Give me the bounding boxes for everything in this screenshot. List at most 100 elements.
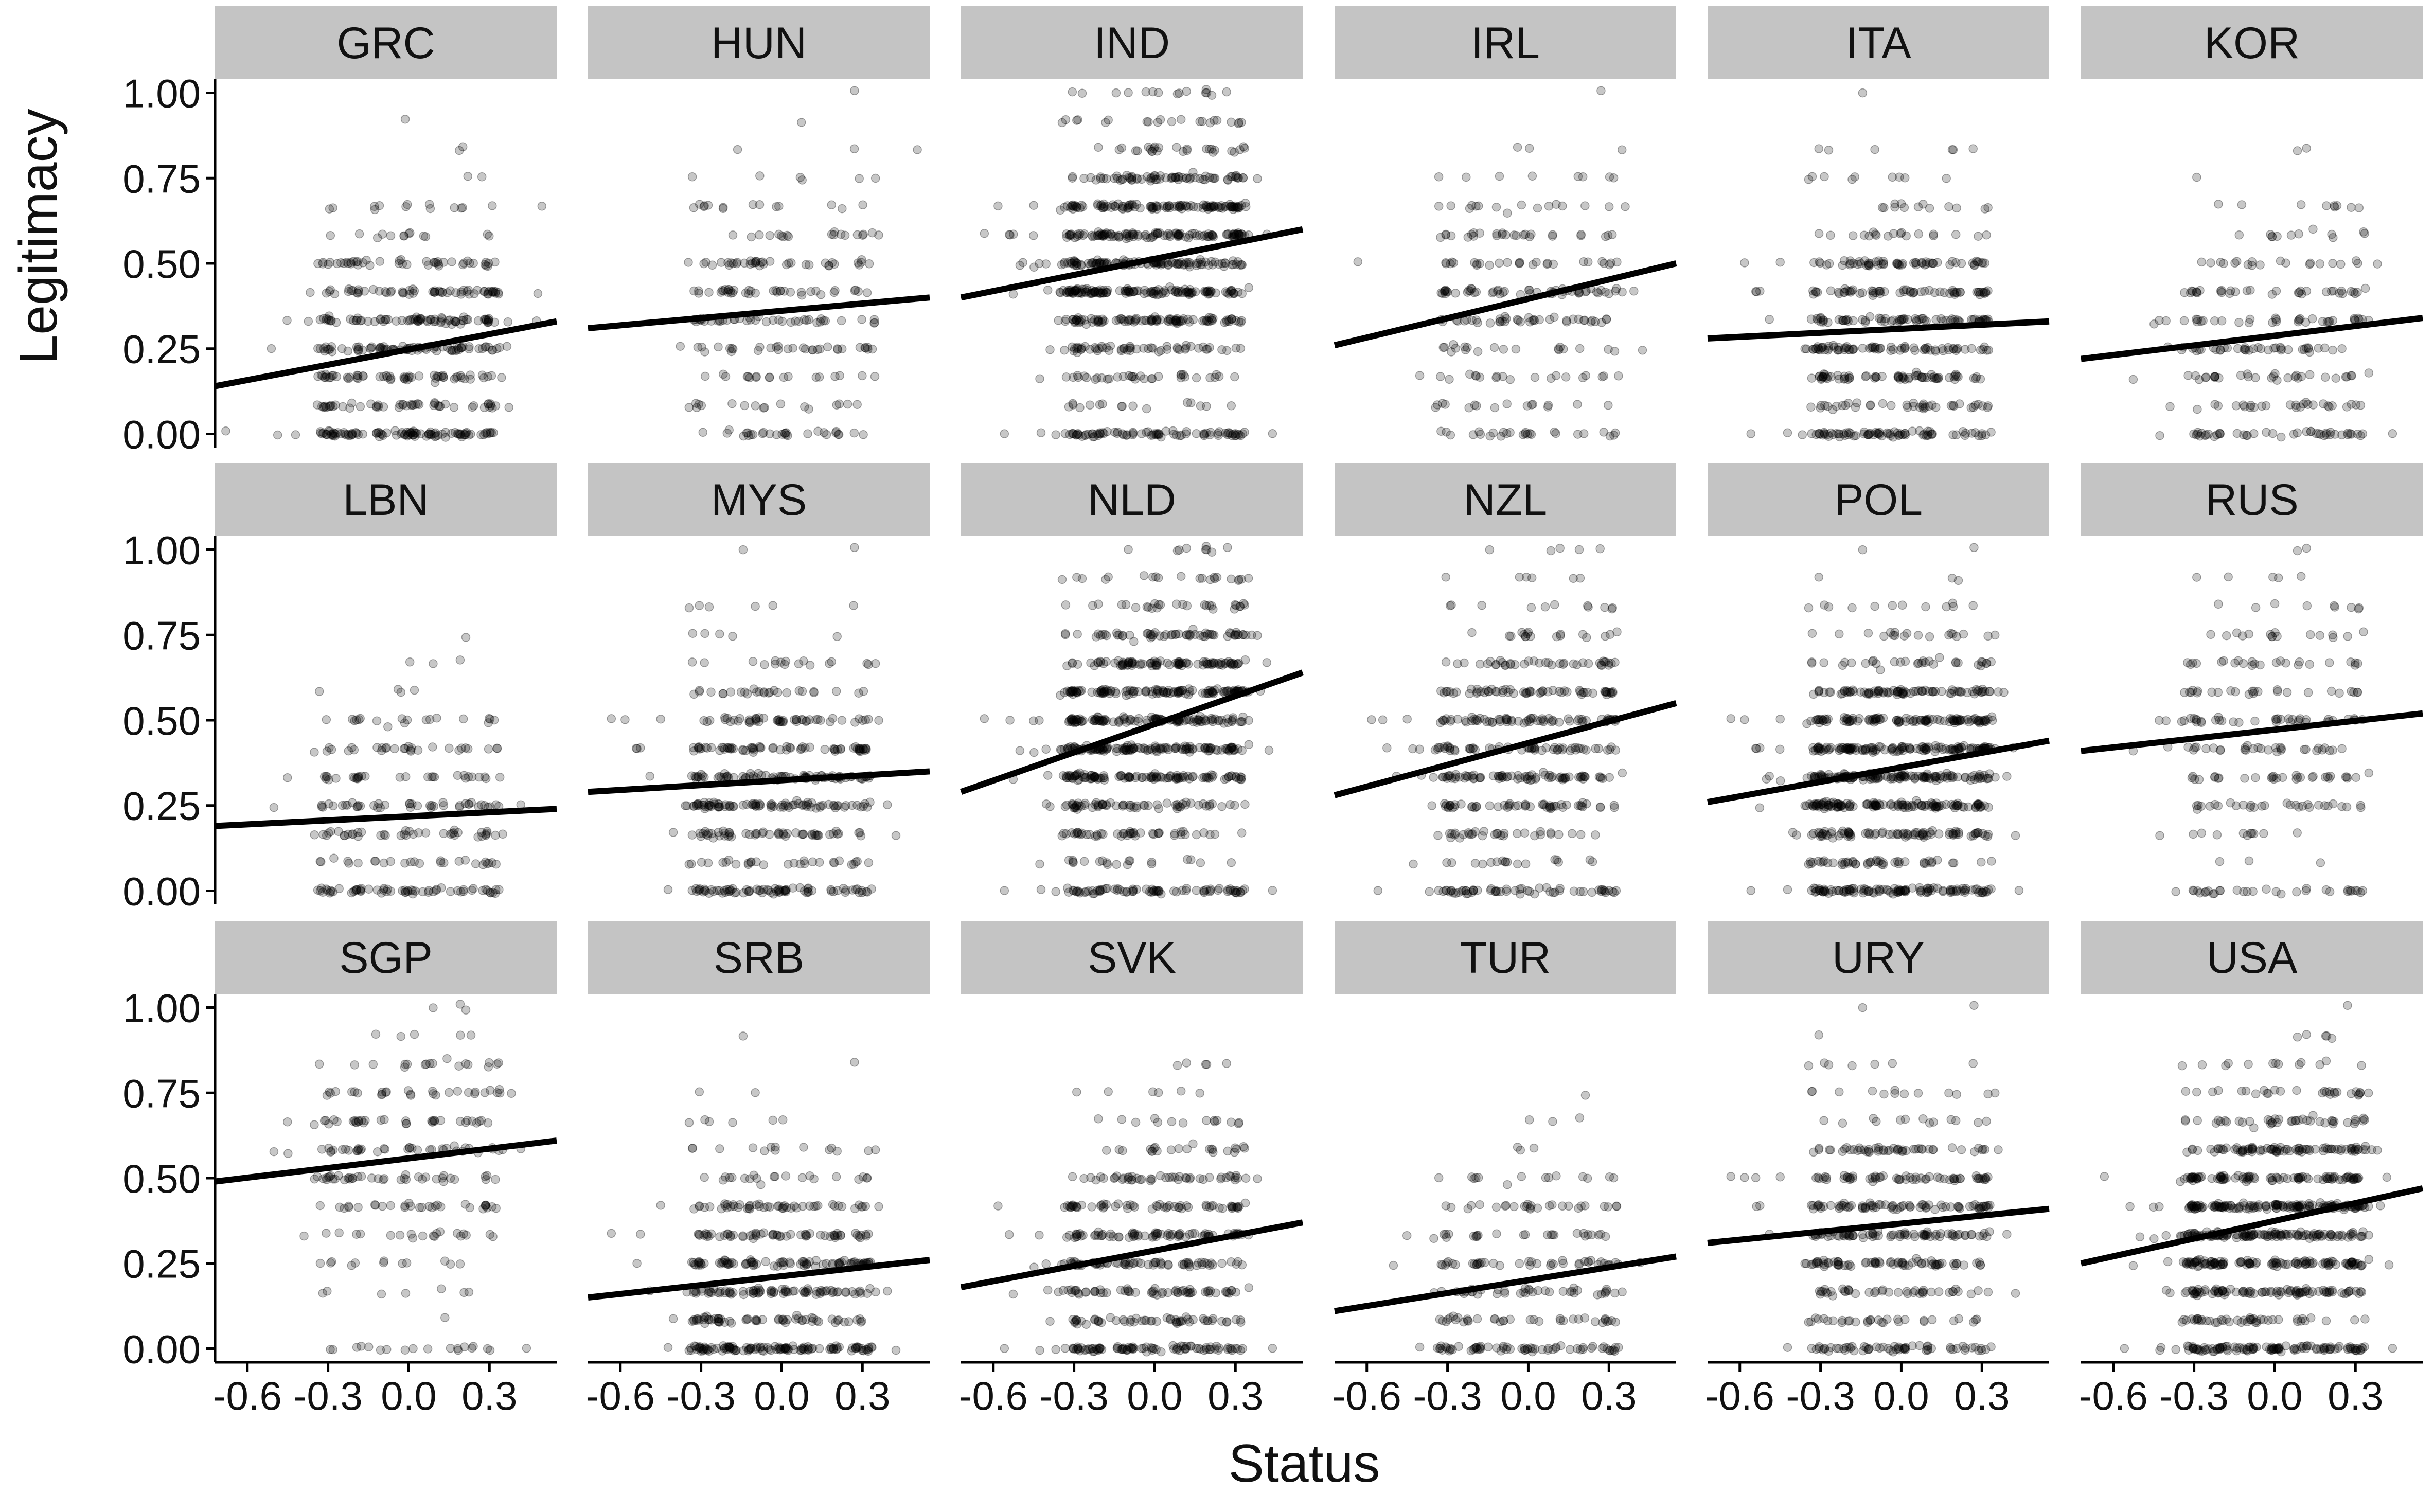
data-point — [1922, 258, 1930, 266]
data-point — [1060, 346, 1069, 354]
data-point — [380, 317, 388, 326]
point-cloud — [2129, 144, 2396, 441]
data-point — [396, 773, 404, 781]
data-point — [1113, 172, 1121, 180]
data-point — [1614, 372, 1623, 380]
data-point — [1099, 830, 1107, 839]
data-point — [1144, 345, 1152, 353]
data-point — [1503, 773, 1511, 781]
data-point — [830, 802, 839, 810]
data-point — [488, 404, 496, 412]
data-point — [306, 289, 314, 297]
data-point — [1143, 630, 1151, 638]
data-point — [1204, 747, 1213, 755]
data-point — [1436, 372, 1445, 381]
data-point — [1172, 773, 1180, 781]
data-point — [1064, 259, 1072, 267]
data-point — [795, 687, 803, 695]
data-point — [354, 832, 362, 841]
data-point — [1525, 144, 1534, 152]
data-point — [1900, 288, 1908, 296]
data-point — [373, 717, 381, 725]
data-point — [376, 373, 384, 381]
data-point — [1931, 289, 1939, 297]
data-point — [1961, 431, 1969, 439]
data-point — [1545, 771, 1554, 779]
data-point — [1814, 288, 1822, 296]
data-point — [498, 373, 506, 382]
data-point — [1928, 430, 1936, 438]
data-point — [1210, 660, 1218, 668]
fit-line — [1335, 263, 1676, 345]
data-point — [1130, 372, 1138, 381]
data-point — [373, 886, 381, 894]
data-point — [1139, 660, 1147, 668]
data-point — [1815, 145, 1823, 153]
y-tick-label: 1.00 — [122, 528, 201, 573]
data-point — [853, 400, 861, 408]
data-point — [1866, 429, 1874, 437]
data-point — [685, 604, 694, 612]
data-point — [2373, 260, 2382, 268]
data-point — [759, 404, 768, 412]
data-point — [2213, 431, 2221, 439]
data-point — [1098, 204, 1107, 212]
data-point — [2192, 288, 2200, 296]
data-point — [1126, 857, 1134, 865]
data-point — [1973, 258, 1981, 266]
data-point — [794, 799, 803, 808]
facet-strip-label: LBN — [343, 475, 429, 525]
data-point — [407, 744, 416, 752]
data-point — [1205, 344, 1214, 352]
data-point — [1196, 117, 1204, 126]
data-point — [1765, 315, 1773, 324]
data-point — [875, 716, 883, 724]
data-point — [1529, 261, 1537, 269]
data-point — [1512, 345, 1520, 353]
data-point — [863, 289, 872, 297]
data-point — [376, 344, 384, 352]
data-point — [1740, 259, 1749, 267]
data-point — [315, 687, 324, 696]
y-tick-label: 0.50 — [122, 241, 201, 287]
data-point — [1582, 288, 1590, 296]
data-point — [2156, 432, 2164, 440]
data-point — [344, 857, 352, 865]
data-point — [1227, 575, 1235, 583]
data-point — [1210, 174, 1218, 183]
data-point — [783, 261, 791, 269]
data-point — [1535, 316, 1543, 324]
data-point — [495, 344, 504, 352]
data-point — [1207, 314, 1215, 322]
data-point — [1548, 661, 1556, 669]
data-point — [2291, 373, 2299, 381]
y-tick-label: 0.25 — [122, 327, 201, 372]
data-point — [688, 629, 697, 637]
data-point — [382, 289, 390, 297]
data-point — [1230, 746, 1238, 755]
data-point — [495, 885, 503, 894]
data-point — [726, 344, 734, 352]
data-point — [769, 744, 777, 753]
data-point — [469, 884, 477, 893]
data-point — [749, 799, 757, 808]
data-point — [383, 885, 392, 893]
data-point — [1062, 373, 1071, 381]
data-point — [1438, 399, 1447, 407]
data-point — [452, 317, 460, 326]
data-point — [701, 887, 709, 895]
data-point — [1237, 575, 1246, 583]
data-point — [377, 831, 385, 840]
data-point — [851, 286, 860, 294]
data-point — [1182, 87, 1191, 96]
data-point — [1435, 173, 1443, 181]
data-point — [797, 744, 806, 753]
data-point — [534, 290, 542, 298]
data-point — [752, 372, 760, 381]
data-point — [688, 173, 697, 181]
data-point — [1099, 232, 1107, 240]
data-point — [2216, 258, 2225, 266]
data-point — [1189, 745, 1197, 753]
data-point — [1496, 172, 1504, 181]
data-point — [398, 715, 406, 723]
